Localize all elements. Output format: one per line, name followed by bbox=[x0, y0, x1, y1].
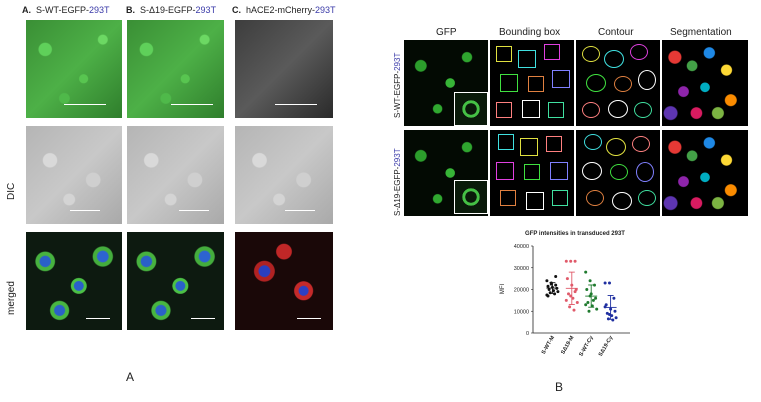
data-point bbox=[603, 305, 607, 309]
y-tick-label: 10000 bbox=[514, 309, 529, 315]
merged-image-s-d19 bbox=[127, 232, 224, 330]
data-point bbox=[546, 284, 550, 288]
scale-bar bbox=[70, 210, 100, 211]
col-header-gfp: GFP bbox=[436, 27, 457, 38]
data-point bbox=[564, 298, 568, 302]
y-tick-label: 20000 bbox=[514, 288, 529, 294]
data-point bbox=[584, 270, 588, 274]
contour-image-row1 bbox=[576, 40, 660, 126]
data-point bbox=[569, 259, 573, 263]
data-point bbox=[564, 259, 568, 263]
dic-image-s-wt bbox=[26, 126, 122, 224]
scale-bar bbox=[191, 318, 215, 319]
data-point bbox=[591, 298, 595, 302]
y-tick-label: 40000 bbox=[514, 244, 529, 250]
data-point bbox=[573, 259, 577, 263]
bounding-box-image-row1 bbox=[490, 40, 574, 126]
data-point bbox=[554, 274, 558, 278]
data-point bbox=[594, 296, 598, 300]
data-point bbox=[545, 279, 549, 283]
data-point bbox=[612, 296, 616, 300]
data-point bbox=[575, 301, 579, 305]
zoom-inset bbox=[454, 92, 488, 126]
col-label-s-wt: A. S-WT-EGFP-293T bbox=[22, 5, 110, 15]
x-tick-label: S-WT-Cy bbox=[578, 334, 595, 357]
data-point bbox=[547, 288, 551, 291]
data-point bbox=[603, 281, 607, 285]
data-point bbox=[595, 307, 599, 311]
data-point bbox=[556, 290, 560, 294]
data-point bbox=[614, 316, 618, 320]
gfp-image-row2 bbox=[404, 130, 488, 216]
scale-bar bbox=[86, 318, 110, 319]
merged-image-hace2 bbox=[235, 232, 333, 330]
figure-letter-b: B bbox=[555, 380, 564, 394]
scale-bar bbox=[297, 318, 321, 319]
segmentation-image-row1 bbox=[662, 40, 748, 126]
row-label-s-wt: S-WT-EGFP-293T bbox=[393, 52, 402, 118]
row-label-dic: DIC bbox=[6, 182, 17, 200]
dic-image-hace2 bbox=[235, 126, 333, 224]
row-label-s-d19: S-Δ19-EGFP-293T bbox=[393, 148, 402, 216]
data-point bbox=[588, 279, 592, 283]
x-tick-label: SΔ19-M bbox=[560, 335, 575, 356]
scale-bar bbox=[179, 210, 209, 211]
data-point bbox=[606, 317, 610, 321]
row-label-merged: merged bbox=[6, 281, 17, 315]
gfp-image-row1 bbox=[404, 40, 488, 126]
data-point bbox=[586, 301, 590, 305]
col-header-bounding-box: Bounding box bbox=[499, 27, 561, 38]
data-point bbox=[587, 309, 591, 313]
scale-bar bbox=[64, 104, 106, 105]
col-label-s-d19: B. S-Δ19-EGFP-293T bbox=[126, 5, 217, 15]
gfp-image-s-wt bbox=[26, 20, 122, 118]
y-tick-label: 30000 bbox=[514, 266, 529, 272]
mfi-scatter-chart: GFP intensities in transduced 293T MFI 0… bbox=[500, 231, 630, 358]
data-point bbox=[584, 303, 588, 307]
data-point bbox=[572, 308, 576, 312]
scale-bar bbox=[285, 210, 315, 211]
data-point bbox=[573, 290, 577, 294]
col-label-hace2: C. hACE2-mCherry-293T bbox=[232, 5, 336, 15]
figure-letter-a: A bbox=[126, 370, 135, 384]
zoom-inset bbox=[454, 180, 488, 214]
bounding-box-image-row2 bbox=[490, 130, 574, 216]
data-point bbox=[567, 292, 570, 296]
col-header-contour: Contour bbox=[598, 27, 634, 38]
segmentation-image-row2 bbox=[662, 130, 748, 216]
mcherry-image-hace2 bbox=[235, 20, 333, 118]
data-point bbox=[568, 305, 572, 309]
col-header-segmentation: Segmentation bbox=[670, 27, 732, 38]
y-axis-label: MFI bbox=[500, 284, 506, 295]
data-point bbox=[546, 294, 550, 298]
gfp-image-s-d19 bbox=[127, 20, 224, 118]
scale-bar bbox=[171, 104, 213, 105]
merged-image-s-wt bbox=[26, 232, 122, 330]
data-point bbox=[613, 309, 617, 313]
chart-title: GFP intensities in transduced 293T bbox=[525, 231, 625, 237]
dic-image-s-d19 bbox=[127, 126, 224, 224]
data-point bbox=[593, 283, 596, 287]
data-point bbox=[608, 281, 611, 285]
y-tick-label: 0 bbox=[526, 331, 529, 337]
data-point bbox=[554, 283, 558, 287]
contour-image-row2 bbox=[576, 130, 660, 216]
data-point bbox=[565, 277, 569, 281]
scale-bar bbox=[275, 104, 317, 105]
x-tick-label: SΔ19-Cy bbox=[598, 334, 615, 357]
data-point bbox=[585, 288, 589, 291]
x-tick-label: S-WT-M bbox=[541, 335, 556, 356]
